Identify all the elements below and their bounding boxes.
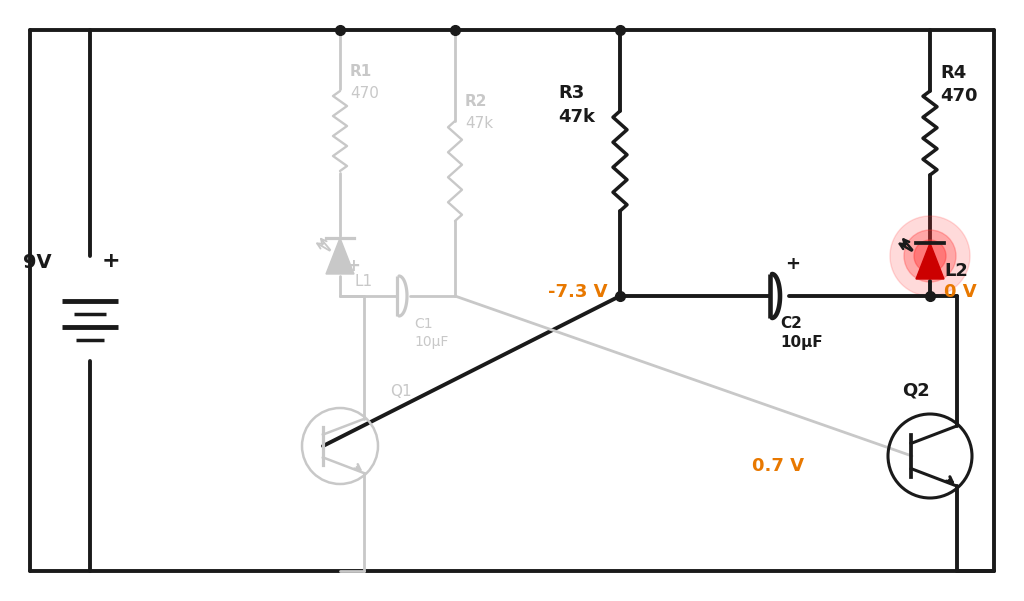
Polygon shape bbox=[326, 238, 354, 274]
Text: Q2: Q2 bbox=[902, 381, 930, 399]
Text: +: + bbox=[102, 251, 121, 271]
Text: 9V: 9V bbox=[24, 254, 52, 272]
Text: 0.7 V: 0.7 V bbox=[752, 457, 804, 475]
Polygon shape bbox=[916, 243, 944, 279]
Text: -7.3 V: -7.3 V bbox=[549, 283, 608, 301]
Circle shape bbox=[890, 216, 970, 296]
Text: 47k: 47k bbox=[465, 115, 494, 130]
Text: 0 V: 0 V bbox=[944, 283, 977, 301]
Text: L1: L1 bbox=[354, 275, 372, 290]
Text: L2: L2 bbox=[944, 262, 968, 280]
Text: R4: R4 bbox=[940, 64, 967, 82]
Text: +: + bbox=[785, 255, 801, 273]
Circle shape bbox=[904, 230, 956, 282]
Text: 10μF: 10μF bbox=[414, 335, 449, 349]
Text: 470: 470 bbox=[940, 87, 978, 105]
Text: Q1: Q1 bbox=[390, 383, 412, 398]
Text: 10μF: 10μF bbox=[780, 335, 822, 350]
Text: 47k: 47k bbox=[558, 108, 595, 126]
Text: C1: C1 bbox=[414, 317, 432, 331]
Text: R1: R1 bbox=[350, 64, 373, 79]
Circle shape bbox=[914, 240, 946, 272]
Text: R2: R2 bbox=[465, 94, 487, 109]
Text: 470: 470 bbox=[350, 85, 379, 100]
Text: C2: C2 bbox=[780, 317, 802, 332]
Text: R3: R3 bbox=[558, 84, 585, 102]
Text: +: + bbox=[346, 257, 359, 275]
